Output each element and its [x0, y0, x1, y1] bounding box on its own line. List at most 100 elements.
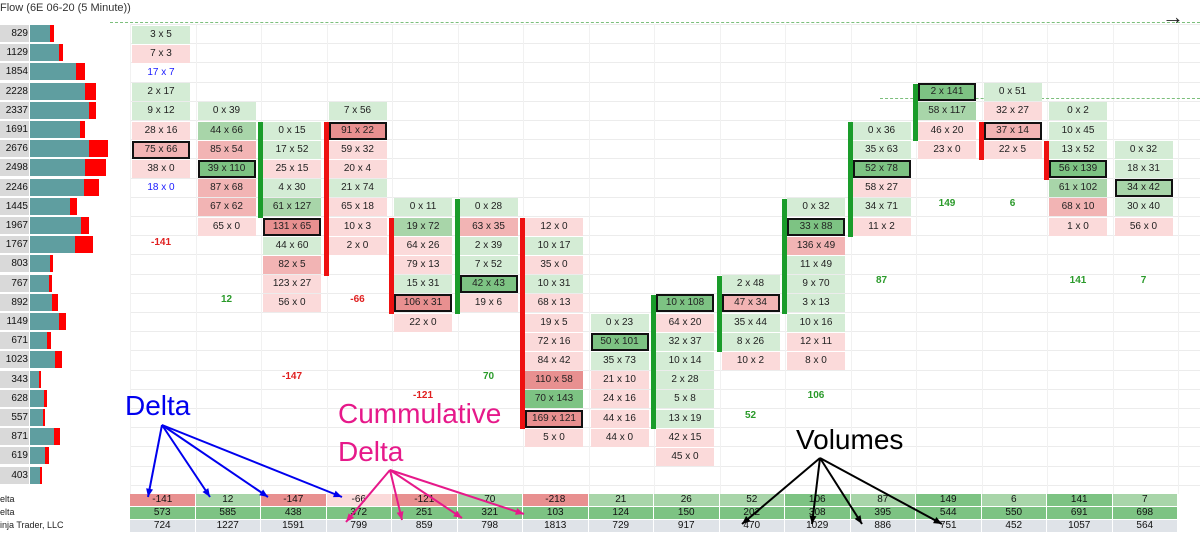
- footprint-cell[interactable]: 87 x 68: [197, 179, 256, 198]
- arrow-right-icon[interactable]: →: [1162, 4, 1184, 29]
- footprint-cell[interactable]: 19 x 6: [459, 294, 518, 313]
- footprint-cell[interactable]: 0 x 36: [852, 121, 911, 140]
- footprint-cell[interactable]: 65 x 18: [328, 198, 387, 217]
- footprint-cell[interactable]: 46 x 20: [918, 121, 976, 140]
- footprint-cell[interactable]: 10 x 17: [525, 236, 583, 255]
- footprint-cell[interactable]: 8 x 0: [787, 351, 845, 370]
- footprint-cell[interactable]: 110 x 58: [525, 371, 583, 390]
- footprint-cell[interactable]: 4 x 30: [263, 179, 321, 198]
- footprint-cell[interactable]: 8 x 26: [721, 332, 780, 351]
- footprint-cell[interactable]: 11 x 49: [787, 255, 845, 274]
- footprint-cell[interactable]: 169 x 121: [525, 409, 583, 428]
- footprint-cell[interactable]: 58 x 117: [918, 102, 976, 121]
- footprint-cell[interactable]: 13 x 52: [1049, 140, 1107, 159]
- footprint-cell[interactable]: 11 x 2: [852, 217, 911, 236]
- footprint-cell[interactable]: 64 x 20: [656, 313, 714, 332]
- footprint-cell[interactable]: 64 x 26: [394, 236, 452, 255]
- footprint-cell[interactable]: 10 x 45: [1049, 121, 1107, 140]
- footprint-cell[interactable]: 0 x 23: [590, 313, 649, 332]
- footprint-cell[interactable]: 15 x 31: [394, 275, 452, 294]
- footprint-cell[interactable]: 7 x 3: [132, 44, 190, 63]
- footprint-cell[interactable]: 56 x 139: [1049, 159, 1107, 178]
- footprint-cell[interactable]: 2 x 141: [918, 83, 976, 102]
- footprint-cell[interactable]: 9 x 12: [132, 102, 190, 121]
- footprint-cell[interactable]: 45 x 0: [656, 447, 714, 466]
- footprint-cell[interactable]: 7 x 56: [328, 102, 387, 121]
- footprint-cell[interactable]: 75 x 66: [132, 140, 190, 159]
- footprint-cell[interactable]: 10 x 31: [525, 275, 583, 294]
- footprint-cell[interactable]: 23 x 0: [918, 140, 976, 159]
- footprint-cell[interactable]: 2 x 0: [328, 236, 387, 255]
- footprint-cell[interactable]: 32 x 37: [656, 332, 714, 351]
- footprint-cell[interactable]: 91 x 22: [328, 121, 387, 140]
- footprint-cell[interactable]: 82 x 5: [263, 255, 321, 274]
- footprint-cell[interactable]: 56 x 0: [1114, 217, 1173, 236]
- footprint-cell[interactable]: 34 x 42: [1114, 179, 1173, 198]
- footprint-cell[interactable]: 0 x 32: [1114, 140, 1173, 159]
- footprint-cell[interactable]: 21 x 74: [328, 179, 387, 198]
- footprint-cell[interactable]: 10 x 2: [721, 351, 780, 370]
- footprint-cell[interactable]: 34 x 71: [852, 198, 911, 217]
- footprint-cell[interactable]: 28 x 16: [132, 121, 190, 140]
- footprint-cell[interactable]: 0 x 15: [263, 121, 321, 140]
- footprint-cell[interactable]: 44 x 16: [590, 409, 649, 428]
- footprint-cell[interactable]: 44 x 0: [590, 428, 649, 447]
- footprint-cell[interactable]: 65 x 0: [197, 217, 256, 236]
- footprint-cell[interactable]: 21 x 10: [590, 371, 649, 390]
- footprint-cell[interactable]: 22 x 0: [394, 313, 452, 332]
- footprint-cell[interactable]: 2 x 17: [132, 83, 190, 102]
- footprint-cell[interactable]: 84 x 42: [525, 351, 583, 370]
- footprint-cell[interactable]: 18 x 31: [1114, 159, 1173, 178]
- footprint-cell[interactable]: 17 x 52: [263, 140, 321, 159]
- footprint-cell[interactable]: 10 x 3: [328, 217, 387, 236]
- footprint-cell[interactable]: 39 x 110: [197, 159, 256, 178]
- footprint-cell[interactable]: 20 x 4: [328, 159, 387, 178]
- footprint-cell[interactable]: 19 x 5: [525, 313, 583, 332]
- footprint-cell[interactable]: 30 x 40: [1114, 198, 1173, 217]
- footprint-cell[interactable]: 10 x 108: [656, 294, 714, 313]
- footprint-cell[interactable]: 37 x 14: [983, 121, 1042, 140]
- footprint-cell[interactable]: 44 x 66: [197, 121, 256, 140]
- footprint-cell[interactable]: 7 x 52: [459, 255, 518, 274]
- footprint-cell[interactable]: 9 x 70: [787, 275, 845, 294]
- footprint-cell[interactable]: 35 x 0: [525, 255, 583, 274]
- footprint-cell[interactable]: 52 x 78: [852, 159, 911, 178]
- footprint-cell[interactable]: 106 x 31: [394, 294, 452, 313]
- footprint-cell[interactable]: 79 x 13: [394, 255, 452, 274]
- footprint-cell[interactable]: 50 x 101: [590, 332, 649, 351]
- footprint-cell[interactable]: 123 x 27: [263, 275, 321, 294]
- footprint-cell[interactable]: 61 x 102: [1049, 179, 1107, 198]
- footprint-cell[interactable]: 35 x 44: [721, 313, 780, 332]
- footprint-cell[interactable]: 35 x 63: [852, 140, 911, 159]
- footprint-cell[interactable]: 5 x 8: [656, 390, 714, 409]
- footprint-cell[interactable]: 0 x 11: [394, 198, 452, 217]
- footprint-cell[interactable]: 3 x 13: [787, 294, 845, 313]
- footprint-cell[interactable]: 2 x 28: [656, 371, 714, 390]
- footprint-cell[interactable]: 3 x 5: [132, 25, 190, 44]
- footprint-cell[interactable]: 5 x 0: [525, 428, 583, 447]
- footprint-cell[interactable]: 17 x 7: [147, 66, 175, 78]
- footprint-cell[interactable]: 0 x 28: [459, 198, 518, 217]
- footprint-cell[interactable]: 70 x 143: [525, 390, 583, 409]
- footprint-cell[interactable]: 24 x 16: [590, 390, 649, 409]
- footprint-cell[interactable]: 2 x 39: [459, 236, 518, 255]
- footprint-cell[interactable]: 10 x 16: [787, 313, 845, 332]
- footprint-cell[interactable]: 1 x 0: [1049, 217, 1107, 236]
- footprint-cell[interactable]: 19 x 72: [394, 217, 452, 236]
- footprint-cell[interactable]: 12 x 11: [787, 332, 845, 351]
- footprint-cell[interactable]: 12 x 0: [525, 217, 583, 236]
- footprint-cell[interactable]: 38 x 0: [132, 159, 190, 178]
- footprint-cell[interactable]: 47 x 34: [721, 294, 780, 313]
- footprint-cell[interactable]: 10 x 14: [656, 351, 714, 370]
- footprint-cell[interactable]: 56 x 0: [263, 294, 321, 313]
- footprint-cell[interactable]: 131 x 65: [263, 217, 321, 236]
- footprint-cell[interactable]: 35 x 73: [590, 351, 649, 370]
- footprint-cell[interactable]: 0 x 51: [983, 83, 1042, 102]
- footprint-cell[interactable]: 22 x 5: [983, 140, 1042, 159]
- footprint-cell[interactable]: 63 x 35: [459, 217, 518, 236]
- footprint-cell[interactable]: 0 x 39: [197, 102, 256, 121]
- footprint-cell[interactable]: 42 x 43: [459, 275, 518, 294]
- footprint-cell[interactable]: 32 x 27: [983, 102, 1042, 121]
- footprint-cell[interactable]: 0 x 2: [1049, 102, 1107, 121]
